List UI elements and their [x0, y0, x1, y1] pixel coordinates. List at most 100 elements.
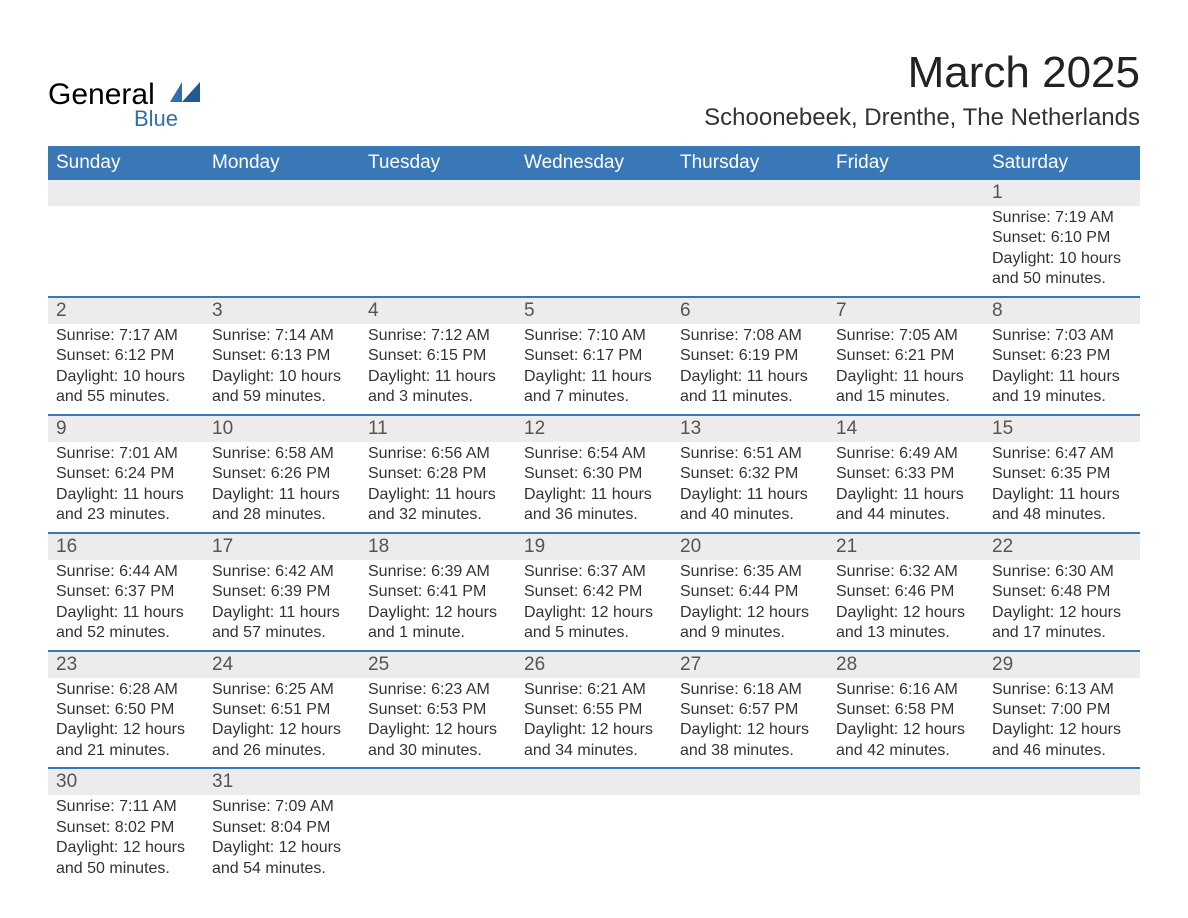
day-dl2: and 26 minutes. — [212, 741, 352, 761]
day-sunset: Sunset: 6:42 PM — [524, 582, 664, 602]
day-dl1: Daylight: 11 hours — [368, 367, 508, 387]
daynum-cell: 24 — [204, 651, 360, 678]
logo-word-blue: Blue — [134, 106, 178, 132]
day-dl2: and 15 minutes. — [836, 387, 976, 407]
day-sunrise: Sunrise: 7:09 AM — [212, 797, 352, 817]
day-dl1: Daylight: 12 hours — [56, 838, 196, 858]
day-sunset: Sunset: 6:32 PM — [680, 464, 820, 484]
brand-logo: General Blue — [48, 48, 198, 130]
day-sunrise: Sunrise: 6:32 AM — [836, 562, 976, 582]
day-dl2: and 28 minutes. — [212, 505, 352, 525]
day-sunrise: Sunrise: 7:19 AM — [992, 208, 1132, 228]
day-sunrise: Sunrise: 6:44 AM — [56, 562, 196, 582]
daynum-cell: 2 — [48, 297, 204, 324]
dayheader-saturday: Saturday — [984, 146, 1140, 180]
day-dl1: Daylight: 11 hours — [524, 367, 664, 387]
daynum-cell: 4 — [360, 297, 516, 324]
day-detail-cell: Sunrise: 7:05 AMSunset: 6:21 PMDaylight:… — [828, 324, 984, 415]
daynum-cell: 19 — [516, 533, 672, 560]
day-detail-cell: Sunrise: 6:21 AMSunset: 6:55 PMDaylight:… — [516, 678, 672, 769]
day-dl1: Daylight: 11 hours — [524, 485, 664, 505]
daynum-cell: 17 — [204, 533, 360, 560]
day-dl2: and 17 minutes. — [992, 623, 1132, 643]
day-dl1: Daylight: 11 hours — [56, 603, 196, 623]
day-sunrise: Sunrise: 6:18 AM — [680, 680, 820, 700]
day-sunrise: Sunrise: 7:08 AM — [680, 326, 820, 346]
daynum-cell: 13 — [672, 415, 828, 442]
calendar-table: Sunday Monday Tuesday Wednesday Thursday… — [48, 146, 1140, 885]
day-detail-cell: Sunrise: 6:47 AMSunset: 6:35 PMDaylight:… — [984, 442, 1140, 533]
dayheader-tuesday: Tuesday — [360, 146, 516, 180]
day-detail-cell: Sunrise: 6:16 AMSunset: 6:58 PMDaylight:… — [828, 678, 984, 769]
day-dl1: Daylight: 11 hours — [836, 367, 976, 387]
dayheader-wednesday: Wednesday — [516, 146, 672, 180]
daynum-cell: 8 — [984, 297, 1140, 324]
day-dl1: Daylight: 12 hours — [836, 720, 976, 740]
daynum-cell: 9 — [48, 415, 204, 442]
daynum-cell: 28 — [828, 651, 984, 678]
day-dl1: Daylight: 11 hours — [212, 485, 352, 505]
day-detail-cell: Sunrise: 6:56 AMSunset: 6:28 PMDaylight:… — [360, 442, 516, 533]
daynum-cell: 30 — [48, 768, 204, 795]
day-sunset: Sunset: 6:39 PM — [212, 582, 352, 602]
day-detail-cell: Sunrise: 6:37 AMSunset: 6:42 PMDaylight:… — [516, 560, 672, 651]
day-sunrise: Sunrise: 7:14 AM — [212, 326, 352, 346]
day-sunrise: Sunrise: 6:23 AM — [368, 680, 508, 700]
day-sunset: Sunset: 6:50 PM — [56, 700, 196, 720]
day-sunrise: Sunrise: 7:03 AM — [992, 326, 1132, 346]
day-detail-cell: Sunrise: 7:03 AMSunset: 6:23 PMDaylight:… — [984, 324, 1140, 415]
empty-detail-cell — [672, 206, 828, 297]
day-detail-cell: Sunrise: 6:54 AMSunset: 6:30 PMDaylight:… — [516, 442, 672, 533]
day-sunrise: Sunrise: 6:58 AM — [212, 444, 352, 464]
day-sunrise: Sunrise: 6:39 AM — [368, 562, 508, 582]
day-detail-cell: Sunrise: 6:25 AMSunset: 6:51 PMDaylight:… — [204, 678, 360, 769]
day-dl2: and 23 minutes. — [56, 505, 196, 525]
week-daynum-row: 16171819202122 — [48, 533, 1140, 560]
week-detail-row: Sunrise: 7:11 AMSunset: 8:02 PMDaylight:… — [48, 795, 1140, 885]
week-daynum-row: 1 — [48, 180, 1140, 206]
day-sunrise: Sunrise: 6:54 AM — [524, 444, 664, 464]
day-dl1: Daylight: 12 hours — [56, 720, 196, 740]
day-dl2: and 46 minutes. — [992, 741, 1132, 761]
day-dl2: and 5 minutes. — [524, 623, 664, 643]
empty-detail-cell — [360, 795, 516, 885]
day-dl2: and 40 minutes. — [680, 505, 820, 525]
dayheader-friday: Friday — [828, 146, 984, 180]
day-sunrise: Sunrise: 6:42 AM — [212, 562, 352, 582]
empty-detail-cell — [48, 206, 204, 297]
day-dl2: and 1 minute. — [368, 623, 508, 643]
page-subtitle: Schoonebeek, Drenthe, The Netherlands — [704, 104, 1140, 132]
empty-daynum-cell — [360, 180, 516, 206]
page-header: General Blue March 2025 Schoonebeek, Dre… — [48, 48, 1140, 132]
day-sunset: Sunset: 6:57 PM — [680, 700, 820, 720]
day-sunset: Sunset: 6:35 PM — [992, 464, 1132, 484]
day-detail-cell: Sunrise: 6:39 AMSunset: 6:41 PMDaylight:… — [360, 560, 516, 651]
daynum-cell: 10 — [204, 415, 360, 442]
day-sunrise: Sunrise: 7:17 AM — [56, 326, 196, 346]
day-sunset: Sunset: 6:41 PM — [368, 582, 508, 602]
daynum-cell: 12 — [516, 415, 672, 442]
day-detail-cell: Sunrise: 6:30 AMSunset: 6:48 PMDaylight:… — [984, 560, 1140, 651]
empty-daynum-cell — [204, 180, 360, 206]
daynum-cell: 5 — [516, 297, 672, 324]
empty-daynum-cell — [360, 768, 516, 795]
day-dl1: Daylight: 12 hours — [992, 720, 1132, 740]
empty-daynum-cell — [48, 180, 204, 206]
day-sunset: Sunset: 6:21 PM — [836, 346, 976, 366]
day-sunset: Sunset: 6:51 PM — [212, 700, 352, 720]
daynum-cell: 22 — [984, 533, 1140, 560]
day-sunset: Sunset: 6:15 PM — [368, 346, 508, 366]
empty-detail-cell — [828, 795, 984, 885]
week-detail-row: Sunrise: 6:28 AMSunset: 6:50 PMDaylight:… — [48, 678, 1140, 769]
day-sunset: Sunset: 6:37 PM — [56, 582, 196, 602]
day-sunrise: Sunrise: 6:13 AM — [992, 680, 1132, 700]
day-dl1: Daylight: 11 hours — [368, 485, 508, 505]
daynum-cell: 27 — [672, 651, 828, 678]
daynum-cell: 1 — [984, 180, 1140, 206]
day-dl2: and 21 minutes. — [56, 741, 196, 761]
day-sunset: Sunset: 6:30 PM — [524, 464, 664, 484]
day-dl1: Daylight: 10 hours — [992, 249, 1132, 269]
day-dl2: and 48 minutes. — [992, 505, 1132, 525]
day-dl1: Daylight: 11 hours — [992, 485, 1132, 505]
empty-daynum-cell — [828, 768, 984, 795]
